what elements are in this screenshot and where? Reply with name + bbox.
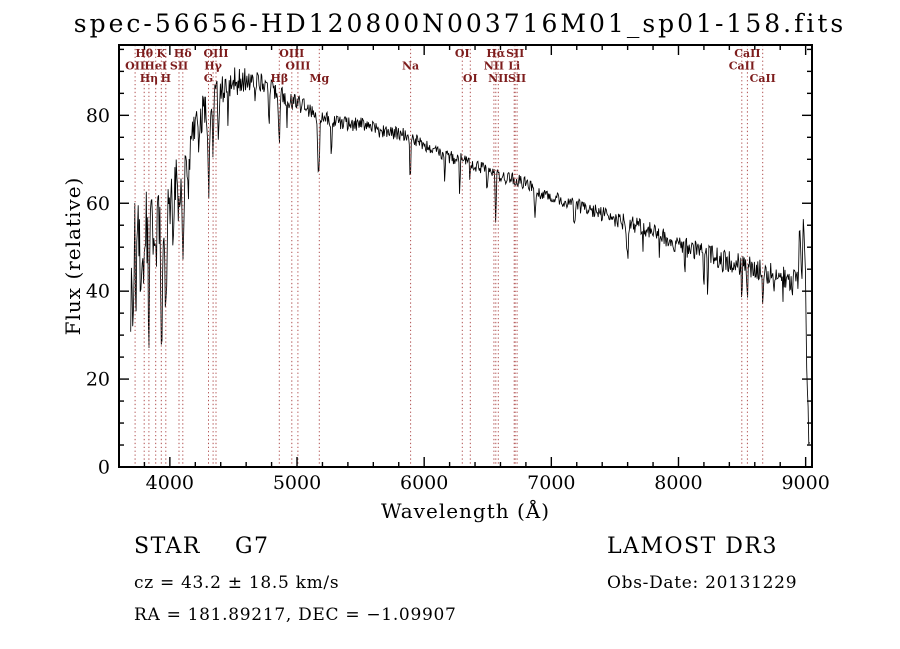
spectral-line-label: OI (463, 72, 478, 85)
x-tick-label: 6000 (400, 472, 448, 494)
x-tick-label: 9000 (781, 472, 829, 494)
plot-title: spec-56656-HD120800N003716M01_sp01-158.f… (73, 9, 847, 38)
spectral-line-label: OIII (203, 47, 228, 60)
spectral-line-label: Hβ (270, 72, 288, 85)
y-tick-label: 20 (86, 369, 110, 391)
y-tick-label: 0 (98, 457, 110, 479)
y-tick-label: 60 (86, 193, 110, 215)
spectral-line-label: NII (484, 60, 504, 73)
spectral-line-label: Li (508, 60, 520, 73)
spectral-line-label: CaII (734, 47, 760, 60)
ra-dec-text: RA = 181.89217, DEC = −1.09907 (134, 605, 457, 625)
spectrum-trace (130, 67, 810, 445)
radial-velocity-text: cz = 43.2 ± 18.5 km/s (134, 573, 340, 593)
spectral-line-label: SII (508, 72, 526, 85)
x-tick-label: 8000 (654, 472, 702, 494)
spectral-line-label: NII (488, 72, 508, 85)
x-axis-label: Wavelength (Å) (380, 499, 551, 523)
y-tick-label: 80 (86, 105, 110, 127)
spectral-line-label: Mg (309, 72, 329, 85)
spectral-line-label: OII (125, 60, 145, 73)
spectral-line-label: OI (455, 47, 470, 60)
object-class-text: STAR G7 (134, 534, 270, 559)
spectral-line-label: Hα (486, 47, 505, 60)
x-tick-label: 7000 (527, 472, 575, 494)
spectral-line-label: OIII (285, 60, 310, 73)
spectral-line-label: CaII (729, 60, 755, 73)
spectral-line-label: CaII (750, 72, 776, 85)
spectral-line-label: SII (506, 47, 524, 60)
spectral-line-label: G (204, 72, 213, 85)
spectral-line-label: HeI (144, 60, 167, 73)
obs-date-text: Obs-Date: 20131229 (607, 573, 798, 593)
x-tick-label: 5000 (273, 472, 321, 494)
spectral-line-label: K (157, 47, 167, 60)
spectral-line-label: SII (170, 60, 188, 73)
x-tick-label: 4000 (146, 472, 194, 494)
y-axis-label: Flux (relative) (61, 176, 85, 336)
spectral-line-label: H (161, 72, 171, 85)
spectral-line-label: Na (402, 60, 419, 73)
spectral-line-label: OIII (279, 47, 304, 60)
spectral-line-label: Hθ (135, 47, 153, 60)
y-tick-label: 40 (86, 281, 110, 303)
plot-frame (118, 44, 813, 468)
spectral-line-label: Hγ (204, 60, 222, 73)
survey-release-text: LAMOST DR3 (607, 534, 778, 559)
spectral-line-label: Hη (140, 72, 158, 85)
spectral-line-label: Hδ (174, 47, 192, 60)
